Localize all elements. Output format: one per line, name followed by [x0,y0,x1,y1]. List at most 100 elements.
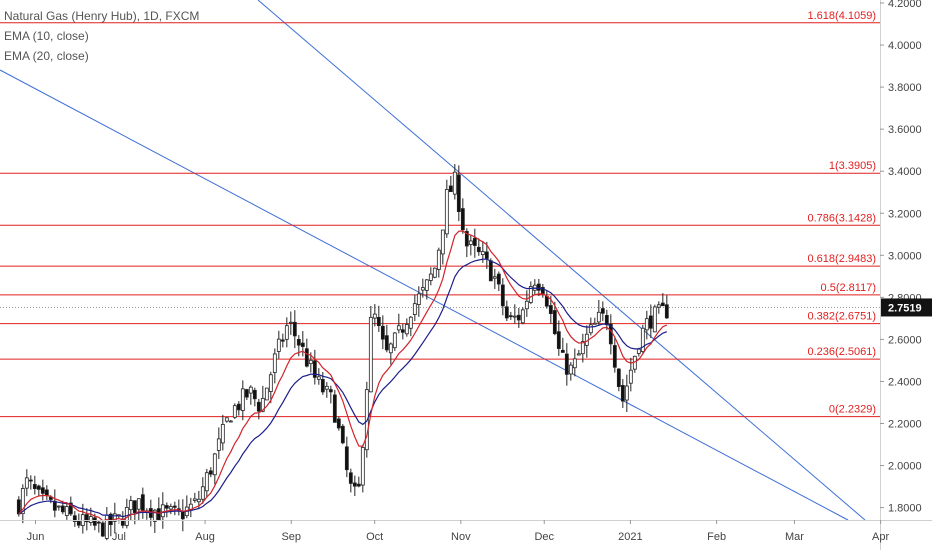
candle-body [620,385,625,402]
fib-label: 1(3.3905) [829,160,876,172]
y-tick-label: 3.8000 [888,82,922,94]
candle-body [160,504,165,518]
candle-body [208,470,213,475]
candle-body [404,324,409,335]
fib-levels: 1.618(4.1059) 1(3.3905) 0.786(3.1428) 0.618… [0,10,880,418]
y-tick-label: 3.2000 [888,208,922,220]
candle-body [664,304,669,319]
candle-body [472,237,477,246]
candle-body [448,185,453,193]
candle-body [328,389,333,393]
candle-body [596,311,601,323]
candle-body [476,246,481,253]
candle-body [164,505,169,509]
candle-body [548,305,553,315]
legend-ema-20: EMA (20, close) [4,49,89,63]
candle-body [92,517,97,526]
ema-10-line [18,230,668,522]
candle-body [172,505,177,508]
candle-body [136,498,141,510]
fib-label: 0.618(2.9483) [808,253,877,265]
candle-body [268,374,273,392]
candle-body [212,453,217,476]
candle-body [648,315,653,329]
candle-body [616,368,621,387]
candle-body [612,345,617,368]
candle-body [636,348,641,354]
candle-body [308,359,313,365]
candle-body [444,189,449,235]
fib-label: 0(2.2329) [829,404,876,416]
candle-body [388,343,393,354]
candle-body [564,353,569,375]
candles [16,164,669,541]
x-tick-label: Feb [707,531,726,543]
candle-body [644,318,649,331]
candle-body [40,487,45,494]
candle-body [576,353,581,356]
candle-body [24,477,29,489]
candle-body [568,364,573,375]
candle-body [360,447,365,486]
candle-body [652,306,657,333]
candle-body [500,284,505,307]
y-tick-label: 4.0000 [888,40,922,52]
x-tick-label: Oct [366,531,383,543]
candle-body [32,484,37,490]
y-tick-label: 1.8000 [888,503,922,515]
candle-body [192,498,197,501]
candle-body [420,287,425,291]
x-tick-label: Jul [112,531,126,543]
candle-body [544,296,549,307]
x-tick-label: Apr [872,531,889,543]
candle-body [424,279,429,291]
candle-body [464,231,469,247]
candle-body [312,360,317,378]
candle-body [96,521,101,524]
candle-body [180,511,185,520]
y-tick-label: 3.4000 [888,166,922,178]
candle-body [88,516,93,523]
candle-body [28,479,33,482]
candle-body [504,306,509,319]
candle-body [468,240,473,245]
x-tick-label: 2021 [618,531,642,543]
candle-body [332,394,337,423]
candle-body [352,482,357,487]
candle-body [580,341,585,355]
legend: Natural Gas (Henry Hub), 1D, FXCM EMA (1… [4,6,199,66]
candle-body [288,321,293,324]
upper-trendline [257,0,866,521]
candle-body [484,251,489,259]
candle-body [496,273,501,285]
candle-body [232,405,237,418]
candle-body [372,313,377,319]
candle-body [244,389,249,398]
candle-body [572,358,577,369]
candle-body [436,249,441,270]
fib-label: 0.236(2.5061) [808,346,877,358]
candle-body [68,502,73,515]
candle-body [240,388,245,411]
candle-body [604,315,609,326]
candle-body [132,500,137,514]
candle-body [100,522,105,537]
candle-body [84,514,89,523]
candle-body [280,339,285,342]
candle-body [72,515,77,522]
y-tick-label: 2.6000 [888,334,922,346]
candle-body [592,322,597,325]
candle-body [256,401,261,412]
candle-body [48,496,53,500]
y-tick-label: 3.6000 [888,124,922,136]
fib-label: 0.5(2.8117) [821,282,876,294]
legend-ema-10: EMA (10, close) [4,29,89,43]
candle-body [432,267,437,278]
candle-body [524,300,529,310]
candle-body [168,506,173,510]
candle-body [428,273,433,281]
candle-body [128,500,133,511]
candle-body [204,472,209,492]
time-axis: Jun Jul Aug Sep Oct Nov Dec 2021 Feb Mar Apr [0,520,932,543]
candle-body [276,338,281,352]
